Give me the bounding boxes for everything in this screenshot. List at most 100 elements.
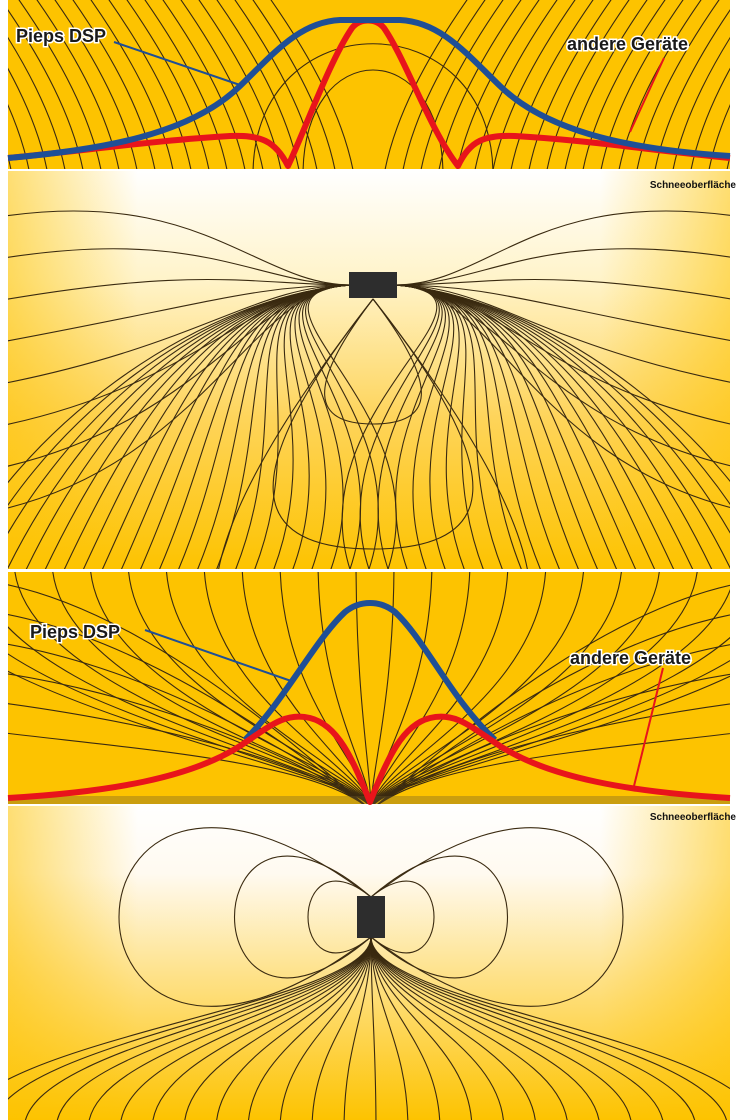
field-line <box>8 703 365 804</box>
field-loop <box>307 880 372 954</box>
field-line <box>8 278 352 300</box>
field-line <box>8 284 352 425</box>
field-line <box>152 936 372 1120</box>
field-line <box>18 0 102 170</box>
field-loop <box>370 855 508 979</box>
field-line <box>144 0 228 170</box>
field-line <box>370 936 472 1120</box>
field-line <box>394 284 730 467</box>
field-line <box>370 936 568 1120</box>
field-line <box>394 284 730 342</box>
field-line <box>234 0 318 170</box>
field-line <box>492 0 576 170</box>
field-line <box>394 248 730 286</box>
field-line <box>377 673 730 804</box>
field-line <box>370 936 409 1120</box>
field-line <box>311 936 372 1120</box>
field-loop <box>370 880 435 954</box>
panel-horizontal: Pieps DSP andere Geräte Schneeoberfläche <box>7 0 737 570</box>
field-line <box>8 248 352 286</box>
field-line <box>600 0 684 170</box>
panel-separator <box>8 569 730 572</box>
field-line <box>371 572 508 804</box>
field-loop <box>324 298 422 425</box>
field-line <box>128 572 370 804</box>
field-line <box>636 0 720 170</box>
field-line <box>394 278 730 300</box>
field-line <box>370 936 504 1120</box>
field-line <box>184 936 372 1120</box>
other-devices-curve <box>7 713 731 805</box>
other-devices-label: andere Geräte <box>570 648 691 668</box>
field-line <box>36 0 120 170</box>
field-line <box>377 644 730 804</box>
field-line <box>8 210 352 286</box>
field-line <box>372 572 660 804</box>
field-lines-underground <box>8 827 730 1120</box>
field-loop <box>370 827 624 1007</box>
field-line <box>52 572 370 804</box>
field-line <box>8 584 365 804</box>
field-line <box>528 0 612 170</box>
snow-edge-tint <box>8 804 730 1120</box>
field-line <box>280 936 372 1120</box>
field-line <box>394 284 730 425</box>
field-line <box>8 643 365 804</box>
field-line <box>8 936 372 1081</box>
field-loop <box>118 827 372 1007</box>
field-line <box>126 0 210 170</box>
field-line <box>8 936 372 1100</box>
transmitter <box>349 272 397 298</box>
field-line <box>546 0 630 170</box>
field-line <box>377 703 730 804</box>
snow-surface-label: Schneeoberfläche <box>650 180 737 191</box>
field-line <box>420 0 504 170</box>
field-line <box>343 936 372 1120</box>
field-line <box>25 936 372 1120</box>
field-line <box>307 284 397 570</box>
field-line <box>370 936 441 1120</box>
field-line <box>57 936 372 1120</box>
field-line <box>216 936 372 1120</box>
field-line <box>8 284 352 342</box>
field-line <box>372 588 730 804</box>
field-line <box>248 936 372 1120</box>
field-line <box>394 284 730 383</box>
field-line <box>370 936 600 1120</box>
field-line <box>394 210 730 286</box>
field-line <box>8 673 365 804</box>
pieps-pointer <box>144 629 295 683</box>
field-line <box>402 0 486 170</box>
field-line <box>120 936 372 1120</box>
field-line <box>8 284 352 467</box>
field-line <box>564 0 648 170</box>
transmitter <box>357 896 385 938</box>
field-line <box>204 572 371 804</box>
field-line <box>438 0 522 170</box>
field-line <box>654 9 730 170</box>
field-line <box>54 0 138 170</box>
snow-surface-label: Schneeoberfläche <box>650 812 737 823</box>
field-line <box>372 572 698 804</box>
field-line <box>370 936 730 1090</box>
field-loop <box>252 43 494 170</box>
field-line <box>8 284 352 384</box>
field-line <box>377 614 730 804</box>
field-line <box>8 9 84 170</box>
field-line <box>394 284 730 508</box>
field-line <box>341 284 438 570</box>
field-line <box>8 284 352 509</box>
pieps-pointer <box>113 41 241 86</box>
field-line <box>370 936 536 1120</box>
field-line <box>252 0 336 170</box>
other-pointer <box>633 667 664 787</box>
pieps-dsp-label: Pieps DSP <box>30 622 120 642</box>
field-line <box>377 584 730 804</box>
field-line <box>72 0 156 170</box>
field-line <box>582 0 666 170</box>
field-loop <box>234 855 372 979</box>
field-line <box>370 936 664 1120</box>
field-line <box>166 572 371 804</box>
field-line <box>370 936 632 1120</box>
